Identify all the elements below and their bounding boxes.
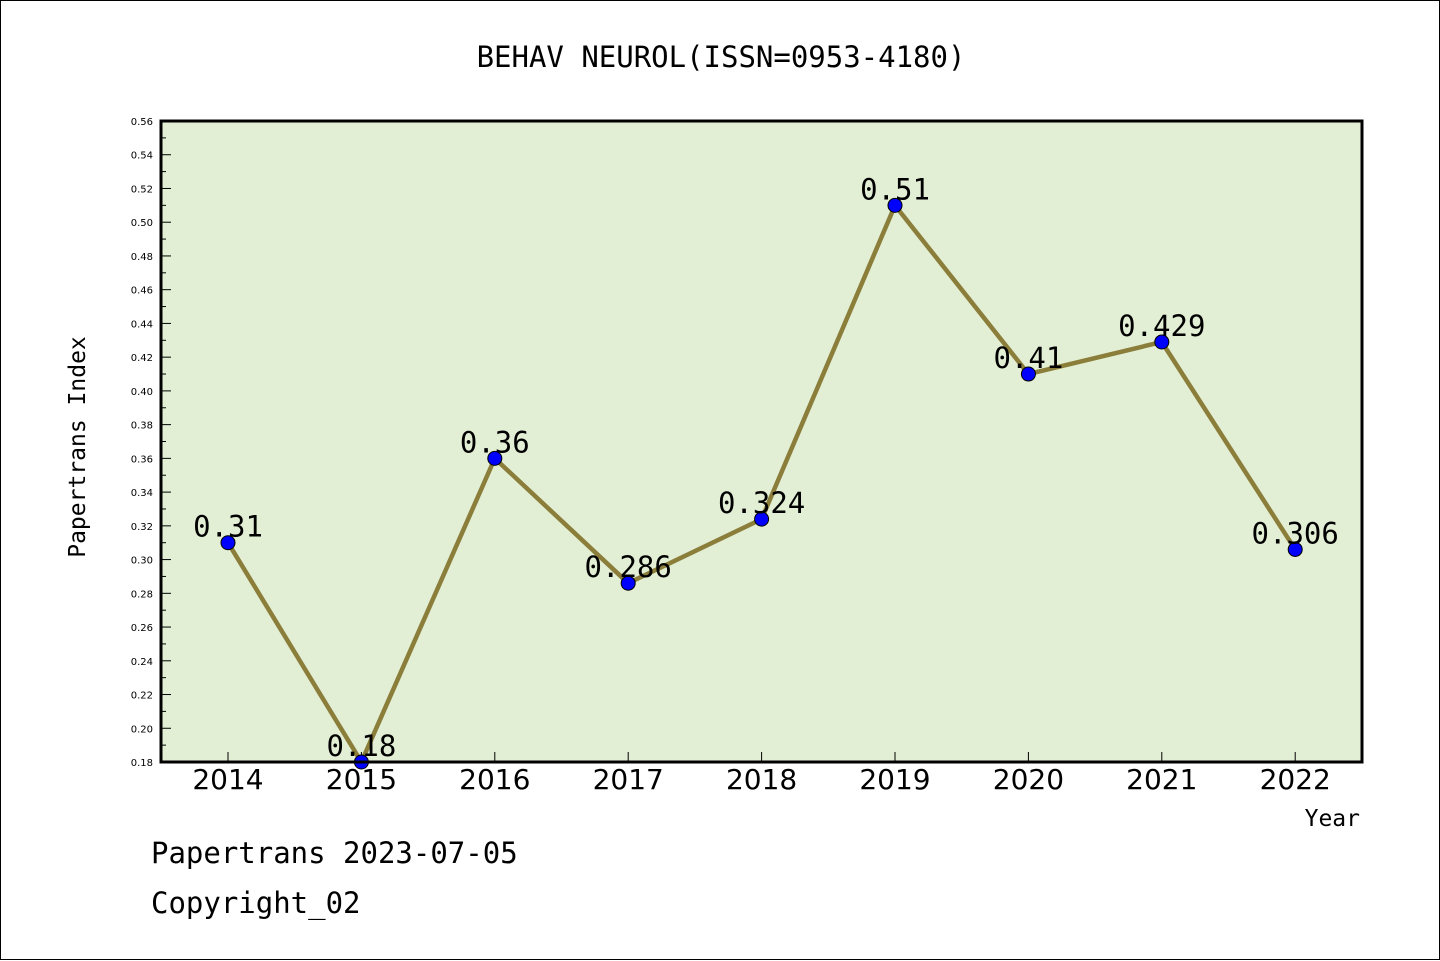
- x-tick-label: 2021: [1126, 763, 1197, 796]
- plot-frame: [159, 119, 1364, 764]
- y-tick-label: 0.54: [131, 151, 153, 162]
- y-tick-label: 0.40: [131, 387, 153, 398]
- footer-copyright: Copyright_02: [151, 886, 361, 920]
- y-tick-label: 0.32: [131, 522, 153, 533]
- y-axis: 0.18 0.20 0.22 0.24 0.26 0.28 0.30 0.32 0.34 0.36…: [131, 117, 171, 769]
- y-axis-label: Papertrans Index: [65, 336, 91, 558]
- footer-date: Papertrans 2023-07-05: [151, 836, 518, 870]
- y-tick-label: 0.44: [131, 319, 153, 330]
- chart-title: BEHAV NEUROL(ISSN=0953-4180): [477, 40, 966, 74]
- y-tick-label: 0.52: [131, 184, 153, 195]
- y-tick-label: 0.22: [131, 691, 153, 702]
- y-tick-label: 0.56: [131, 117, 153, 128]
- plot-area: [161, 121, 1362, 762]
- data-point: [620, 575, 636, 591]
- x-tick-label: 2018: [726, 763, 797, 796]
- data-label: 0.324: [718, 486, 805, 520]
- data-point: [887, 197, 903, 213]
- data-label: 0.286: [585, 550, 672, 584]
- x-axis: 2014 2015 2016 2017 2018 2019 2020 2021 2022: [192, 752, 1331, 796]
- y-tick-label: 0.42: [131, 353, 153, 364]
- data-label: 0.429: [1118, 309, 1205, 343]
- data-label: 0.306: [1252, 516, 1339, 550]
- data-labels: 0.31 0.18 0.36 0.286 0.324 0.51 0.41 0.429 0.306: [193, 172, 1339, 763]
- x-tick-label: 2017: [593, 763, 664, 796]
- x-axis-label: Year: [1305, 806, 1360, 832]
- y-tick-label: 0.28: [131, 589, 153, 600]
- y-tick-label: 0.18: [131, 758, 153, 769]
- data-label: 0.36: [460, 425, 530, 459]
- y-tick-label: 0.20: [131, 724, 153, 735]
- x-tick-label: 2014: [192, 763, 263, 796]
- data-label: 0.31: [193, 510, 263, 544]
- x-tick-label: 2019: [859, 763, 930, 796]
- data-point: [487, 450, 503, 466]
- data-point: [754, 511, 770, 527]
- y-tick-label: 0.38: [131, 421, 153, 432]
- y-tick-label: 0.36: [131, 454, 153, 465]
- series-points: [220, 197, 1303, 770]
- y-tick-label: 0.46: [131, 286, 153, 297]
- x-tick-label: 2020: [993, 763, 1064, 796]
- data-label: 0.18: [326, 729, 396, 763]
- x-tick-label: 2016: [459, 763, 530, 796]
- y-tick-label: 0.24: [131, 657, 153, 668]
- data-point: [1154, 334, 1170, 350]
- y-tick-label: 0.30: [131, 556, 153, 567]
- data-point: [1020, 366, 1036, 382]
- y-tick-label: 0.48: [131, 252, 153, 263]
- x-tick-label: 2022: [1260, 763, 1331, 796]
- data-label: 0.51: [860, 172, 930, 206]
- data-point: [220, 535, 236, 551]
- y-tick-label: 0.26: [131, 623, 153, 634]
- data-label: 0.41: [993, 341, 1063, 375]
- y-tick-label: 0.34: [131, 488, 153, 499]
- data-point: [1287, 541, 1303, 557]
- y-tick-label: 0.50: [131, 218, 153, 229]
